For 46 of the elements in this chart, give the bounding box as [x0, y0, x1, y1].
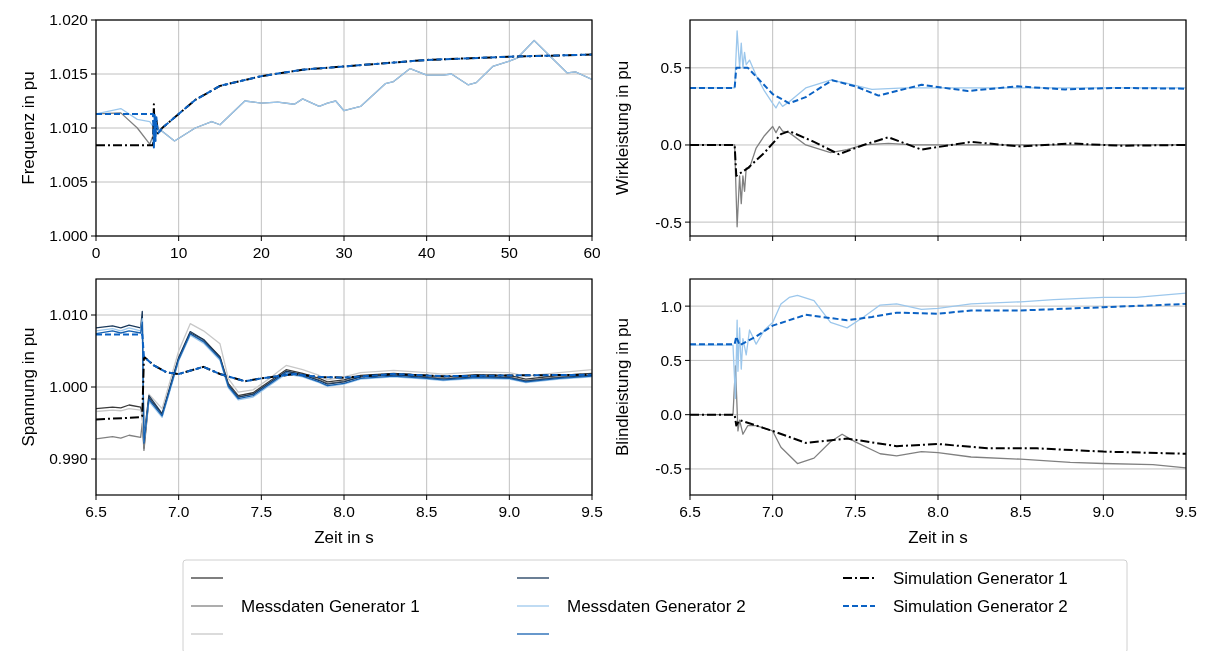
- y-axis-title: Frequenz in pu: [19, 71, 38, 185]
- y-tick-label: -0.5: [655, 460, 682, 478]
- x-axis-title: Zeit in s: [908, 528, 968, 547]
- x-tick-label: 50: [500, 244, 519, 261]
- y-tick-label: 1.000: [49, 227, 89, 245]
- x-tick-label: 9.0: [498, 503, 521, 520]
- y-tick-label: 1.000: [49, 378, 89, 396]
- legend-label: Messdaten Generator 2: [567, 597, 746, 616]
- x-tick-label: 30: [335, 244, 353, 261]
- y-tick-label: 0.5: [660, 351, 682, 369]
- x-tick-label: 8.0: [333, 503, 356, 520]
- x-tick-label: 7.5: [250, 503, 273, 520]
- y-axis-title: Blindleistung in pu: [613, 318, 632, 456]
- x-tick-label: 8.0: [927, 503, 950, 520]
- x-tick-label: 60: [583, 244, 601, 261]
- y-tick-label: 1.020: [49, 11, 89, 29]
- x-tick-label: 10: [170, 244, 188, 261]
- x-tick-label: 8.5: [1009, 503, 1032, 520]
- y-tick-label: 0.0: [660, 406, 683, 424]
- y-tick-label: -0.5: [655, 213, 682, 231]
- y-tick-label: 1.010: [49, 119, 89, 137]
- x-tick-label: 20: [252, 244, 271, 261]
- legend-label: Messdaten Generator 1: [241, 597, 420, 616]
- x-tick-label: 7.0: [167, 503, 190, 520]
- y-axis-title: Wirkleistung in pu: [613, 60, 632, 196]
- x-tick-label: 8.5: [415, 503, 438, 520]
- y-tick-label: 1.015: [49, 65, 88, 83]
- y-tick-label: 0.0: [660, 136, 683, 154]
- legend-label: Simulation Generator 1: [893, 569, 1068, 588]
- y-tick-label: 0.990: [49, 450, 89, 468]
- x-tick-label: 9.5: [1175, 503, 1197, 520]
- y-tick-label: 1.005: [49, 173, 88, 191]
- y-axis-title: Spannung in pu: [19, 327, 38, 447]
- y-tick-label: 0.5: [660, 59, 682, 77]
- x-tick-label: 7.0: [761, 503, 784, 520]
- x-tick-label: 9.0: [1092, 503, 1115, 520]
- y-tick-label: 1.010: [49, 306, 89, 324]
- legend-label: Simulation Generator 2: [893, 597, 1068, 616]
- x-tick-label: 0: [91, 244, 101, 261]
- y-tick-label: 1.0: [660, 297, 683, 315]
- x-tick-label: 6.5: [679, 503, 701, 520]
- x-tick-label: 6.5: [85, 503, 107, 520]
- x-tick-label: 9.5: [581, 503, 603, 520]
- x-tick-label: 40: [418, 244, 436, 261]
- x-tick-label: 7.5: [844, 503, 867, 520]
- x-axis-title: Zeit in s: [314, 528, 374, 547]
